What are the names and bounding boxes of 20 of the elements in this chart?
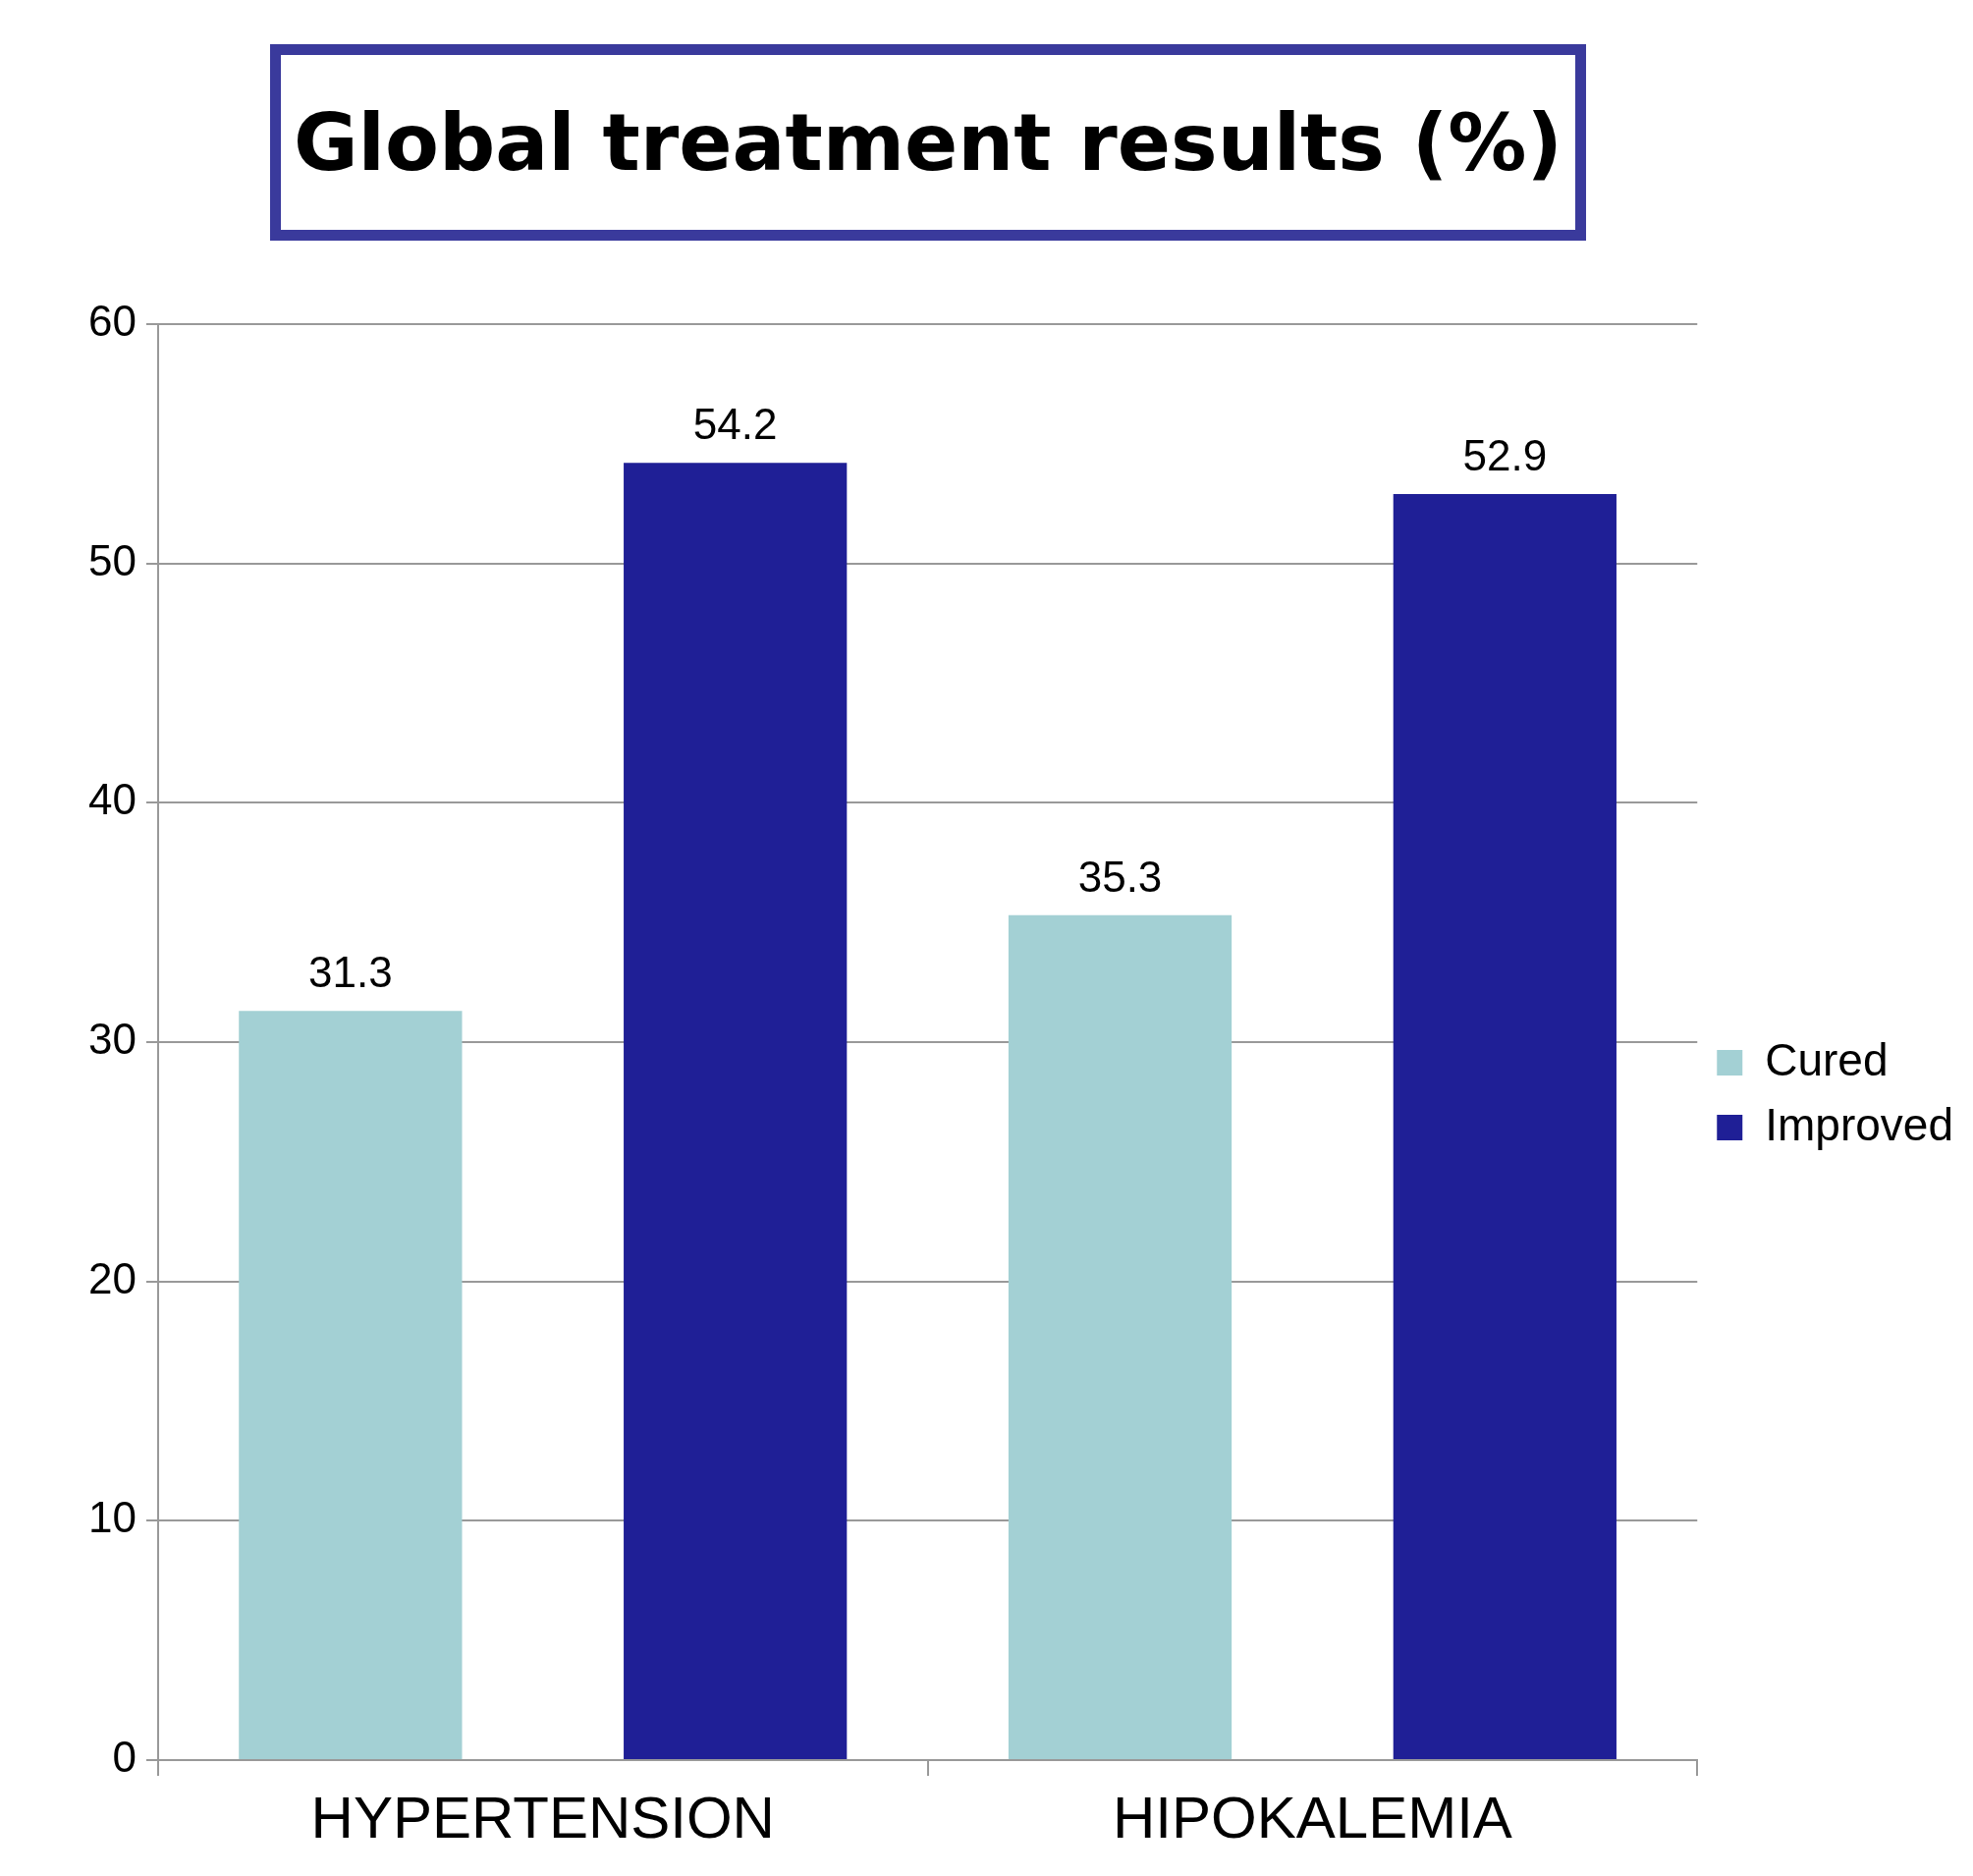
y-tick-label: 60 [87,297,137,346]
y-tick-label: 30 [87,1015,137,1064]
y-tick-label: 0 [112,1733,137,1782]
y-tick-label: 20 [87,1253,137,1302]
data-label: 52.9 [1462,431,1548,480]
bar [1393,494,1617,1759]
legend-label: Improved [1765,1098,1953,1150]
data-label: 54.2 [692,400,778,449]
x-tick-label: HIPOKALEMIA [1113,1784,1512,1850]
data-label: 31.3 [308,948,393,997]
bar [1008,914,1233,1759]
bar [624,463,848,1759]
x-tick-label: HYPERTENSION [310,1784,775,1850]
data-label: 35.3 [1077,853,1163,901]
chart-title: Global treatment results (%) [270,44,1586,241]
y-tick-label: 50 [87,535,137,584]
y-tick-label: 40 [87,775,137,824]
legend-label: Cured [1765,1033,1889,1085]
bar [239,1011,463,1759]
y-tick-label: 10 [87,1493,137,1542]
